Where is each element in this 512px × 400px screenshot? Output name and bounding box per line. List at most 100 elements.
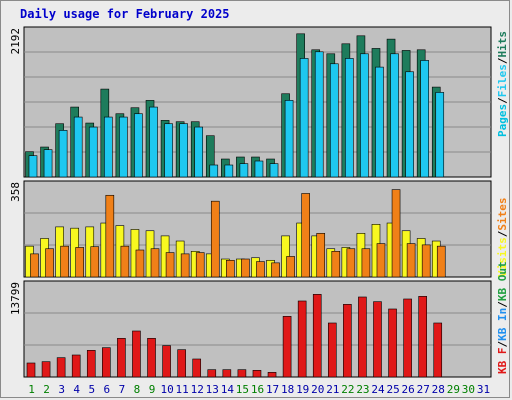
day-label-14: 14 — [221, 383, 235, 396]
legend-kb: KB F/KB In/KB Out — [496, 261, 509, 374]
files-bar-day-25 — [390, 53, 399, 178]
files-bar-day-12 — [194, 126, 204, 178]
chart-title: Daily usage for February 2025 — [20, 7, 230, 21]
kbf-bar-day-1 — [26, 362, 36, 378]
kbf-bar-day-4 — [71, 354, 81, 378]
day-label-28: 28 — [432, 383, 445, 396]
day-label-22: 22 — [341, 383, 354, 396]
kbf-bar-day-22 — [343, 304, 352, 378]
kbf-bar-day-10 — [162, 345, 171, 378]
day-label-30: 30 — [462, 383, 475, 396]
day-label-25: 25 — [386, 383, 399, 396]
kbf-bar-day-13 — [207, 369, 217, 378]
files-bar-day-9 — [149, 106, 158, 178]
kbf-bar-day-23 — [358, 296, 367, 378]
day-label-5: 5 — [88, 383, 95, 396]
sites-bar-day-15 — [241, 258, 250, 278]
sites-bar-day-22 — [346, 248, 356, 278]
legend-pages-files-hits-separator: / — [496, 97, 509, 104]
hits-ymax-label: 2192 — [9, 28, 22, 55]
day-label-3: 3 — [58, 383, 65, 396]
legend-visits-sites-separator: / — [496, 230, 509, 237]
kbf-bar-day-19 — [297, 300, 307, 378]
kbf-bar-day-5 — [86, 350, 96, 378]
day-label-15: 15 — [236, 383, 249, 396]
kbf-bar-day-24 — [373, 301, 382, 378]
day-label-23: 23 — [356, 383, 369, 396]
sites-bar-day-27 — [421, 244, 431, 278]
files-bar-day-26 — [405, 71, 414, 178]
kbf-bar-day-21 — [327, 322, 337, 378]
sites-bar-day-11 — [180, 253, 190, 278]
sites-bar-day-16 — [256, 261, 265, 278]
kbf-bar-day-12 — [192, 358, 202, 378]
day-label-31: 31 — [477, 383, 490, 396]
sites-bar-day-18 — [286, 256, 295, 278]
day-label-10: 10 — [160, 383, 173, 396]
kbf-bar-day-11 — [177, 349, 186, 378]
day-label-13: 13 — [206, 383, 219, 396]
sites-bar-day-2 — [45, 248, 54, 278]
sites-bar-day-6 — [105, 194, 115, 278]
files-bar-day-15 — [239, 163, 249, 178]
sites-bar-day-17 — [271, 262, 280, 278]
day-label-17: 17 — [266, 383, 279, 396]
day-label-2: 2 — [43, 383, 50, 396]
files-bar-day-17 — [269, 163, 279, 178]
legend-pages-files-hits-files: Files — [496, 64, 509, 97]
day-label-29: 29 — [447, 383, 460, 396]
kbf-bar-day-17 — [267, 372, 277, 378]
day-label-1: 1 — [28, 383, 35, 396]
files-bar-day-14 — [224, 164, 234, 178]
panel-3-background — [23, 280, 492, 378]
sites-bar-day-24 — [376, 243, 386, 278]
kbf-bar-day-6 — [102, 347, 111, 378]
day-label-18: 18 — [281, 383, 294, 396]
sites-bar-day-5 — [90, 246, 100, 278]
sites-bar-day-14 — [226, 259, 235, 278]
legend-visits-sites-visits: Visits — [496, 237, 509, 277]
files-bar-day-16 — [254, 160, 264, 178]
day-label-26: 26 — [402, 383, 415, 396]
files-bar-day-23 — [360, 53, 369, 178]
sites-bar-day-4 — [75, 247, 84, 278]
kbf-bar-day-20 — [312, 294, 322, 378]
legend-kb-separator: / — [496, 301, 509, 308]
kbf-bar-day-2 — [41, 361, 51, 378]
kbf-bar-day-26 — [403, 298, 412, 378]
day-label-4: 4 — [73, 383, 80, 396]
day-label-11: 11 — [176, 383, 189, 396]
legend-kb-kb-f: KB F — [496, 348, 509, 375]
files-bar-day-5 — [88, 126, 98, 178]
day-label-9: 9 — [149, 383, 156, 396]
legend-kb-kb-in: KB In — [496, 308, 509, 341]
files-bar-day-1 — [28, 155, 38, 178]
sites-bar-day-19 — [301, 193, 310, 278]
sites-bar-day-28 — [436, 245, 446, 278]
sites-bar-day-13 — [210, 200, 220, 278]
sites-bar-day-21 — [331, 251, 341, 278]
files-bar-day-28 — [435, 92, 445, 178]
day-label-12: 12 — [191, 383, 204, 396]
kbf-bar-day-8 — [132, 330, 141, 378]
files-bar-day-13 — [209, 164, 219, 178]
sites-bar-day-7 — [120, 245, 130, 278]
sites-bar-day-12 — [195, 252, 205, 278]
files-bar-day-6 — [104, 116, 113, 178]
kbf-bar-day-25 — [388, 308, 397, 378]
kbf-bar-day-15 — [237, 369, 247, 378]
day-label-6: 6 — [104, 383, 111, 396]
sites-bar-day-23 — [361, 248, 371, 278]
legend-pages-files-hits-separator: / — [496, 57, 509, 64]
legend-pages-files-hits: Pages/Files/Hits — [496, 31, 509, 137]
kbf-bar-day-18 — [282, 316, 292, 378]
files-bar-day-19 — [299, 58, 309, 178]
files-bar-day-24 — [375, 66, 384, 178]
day-label-8: 8 — [134, 383, 141, 396]
kbf-bar-day-14 — [222, 369, 232, 378]
legend-visits-sites-sites: Sites — [496, 198, 509, 231]
files-bar-day-11 — [179, 123, 188, 178]
sites-bar-day-8 — [135, 249, 145, 278]
